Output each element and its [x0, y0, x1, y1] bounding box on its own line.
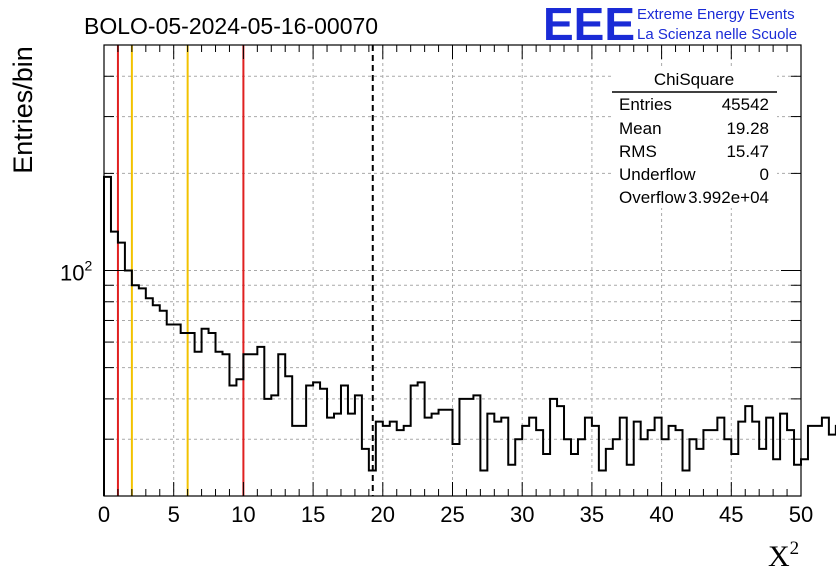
histogram-line — [103, 175, 836, 496]
stats-value: 15.47 — [726, 142, 769, 161]
stats-title: ChiSquare — [654, 70, 734, 89]
stats-value: 3.992e+04 — [688, 188, 769, 207]
y-axis-label: Entries/bin — [8, 46, 38, 174]
stats-row-rms: RMS 15.47 — [619, 142, 769, 161]
stats-box-background — [612, 66, 777, 208]
logo-line-2: La Scienza nelle Scuole — [637, 26, 797, 43]
stats-label: RMS — [619, 142, 657, 161]
stats-box: ChiSquare Entries 45542 Mean 19.28 RMS 1… — [612, 66, 777, 208]
stats-value: 0 — [760, 165, 769, 184]
x-axis-label-base: X — [768, 540, 790, 572]
x-tick-label: 10 — [231, 502, 255, 527]
y-tick-label-100: 102 — [60, 258, 92, 286]
x-tick-label: 30 — [510, 502, 534, 527]
x-tick-label: 20 — [371, 502, 395, 527]
x-tick-labels: 0 5 10 15 20 25 30 35 40 45 50 — [98, 502, 813, 527]
x-tick-label: 5 — [168, 502, 180, 527]
logo-mark: EEE — [543, 0, 635, 50]
stats-row-overflow: Overflow 3.992e+04 — [619, 188, 769, 207]
stats-row-mean: Mean 19.28 — [619, 119, 769, 138]
x-tick-label: 0 — [98, 502, 110, 527]
stats-label: Underflow — [619, 165, 696, 184]
axis-ticks — [103, 45, 802, 496]
x-tick-label: 40 — [649, 502, 673, 527]
stats-value: 19.28 — [726, 119, 769, 138]
stats-label: Mean — [619, 119, 662, 138]
x-tick-label: 50 — [789, 502, 813, 527]
chart-title: BOLO-05-2024-05-16-00070 — [84, 13, 378, 39]
stats-label: Entries — [619, 95, 672, 114]
x-tick-label: 25 — [440, 502, 464, 527]
histogram-series — [103, 175, 836, 496]
x-tick-label: 15 — [301, 502, 325, 527]
stats-label: Overflow — [619, 188, 687, 207]
x-axis-label: X2 — [768, 538, 799, 572]
stats-value: 45542 — [722, 95, 769, 114]
stats-row-underflow: Underflow 0 — [619, 165, 769, 184]
y-tick-exponent: 2 — [84, 258, 92, 274]
x-tick-label: 45 — [719, 502, 743, 527]
x-axis-label-superscript: 2 — [790, 538, 800, 559]
y-tick-base: 10 — [60, 261, 84, 286]
x-tick-label: 35 — [580, 502, 604, 527]
logo-line-1: Extreme Energy Events — [637, 6, 795, 23]
stats-row-entries: Entries 45542 — [619, 95, 769, 114]
eee-logo: EEE Extreme Energy Events La Scienza nel… — [543, 0, 797, 50]
